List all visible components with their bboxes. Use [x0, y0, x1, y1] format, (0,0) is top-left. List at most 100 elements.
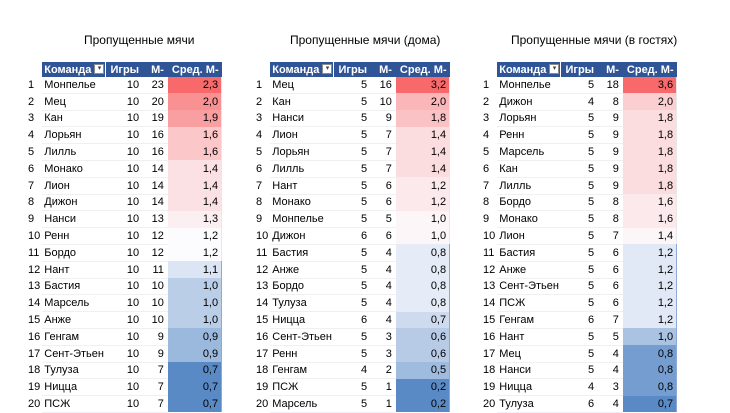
rank-cell: 7 [28, 179, 35, 192]
header-team[interactable]: Команда ▾ [42, 62, 107, 77]
games-cell: 10 [105, 160, 148, 178]
team-cell: Анже [497, 261, 561, 279]
avg-cell: 1,6 [167, 126, 223, 144]
rank-cell: 3 [483, 112, 490, 125]
header-team[interactable]: Команда ▾ [497, 62, 562, 77]
table-row: 16 Нант 5 5 1,0 [481, 328, 678, 346]
avg-cell: 1,4 [167, 160, 223, 178]
goals-against-cell: 1 [375, 395, 396, 413]
rank-cell: 1 [28, 79, 35, 92]
team-cell: ПСЖ [497, 294, 561, 313]
rank-cell: 13 [483, 280, 496, 293]
table-row: 9 Монако 5 8 1,6 [481, 210, 678, 229]
table-title: Пропущенные мячи (дома) [290, 33, 441, 47]
games-cell: 5 [333, 328, 376, 346]
avg-cell: 0,8 [395, 278, 451, 295]
header-row: Команда ▾ Игры М- Сред. М- [481, 62, 677, 77]
team-cell: Марсель [270, 395, 334, 413]
table-row: 3 Лорьян 5 9 1,8 [481, 110, 678, 128]
games-cell: 10 [105, 328, 148, 346]
games-cell: 10 [105, 177, 148, 195]
header-ga: М- [147, 62, 168, 77]
team-cell: Лорьян [497, 110, 561, 128]
avg-cell: 0,2 [395, 378, 451, 396]
avg-cell: 1,1 [167, 261, 223, 279]
team-cell: Кан [497, 160, 561, 178]
table-row: 12 Нант 10 11 1,1 [26, 261, 223, 279]
games-cell: 10 [105, 210, 148, 229]
goals-against-cell: 10 [147, 311, 168, 329]
goals-against-cell: 6 [375, 177, 396, 195]
goals-against-cell: 7 [147, 362, 168, 380]
rank-cell: 11 [28, 246, 40, 259]
goals-against-cell: 9 [602, 177, 623, 195]
header-team[interactable]: Команда ▾ [270, 62, 335, 77]
goals-against-cell: 14 [147, 160, 168, 178]
filter-dropdown-icon[interactable]: ▾ [322, 64, 333, 74]
table-row: 10 Лион 5 7 1,4 [481, 227, 678, 245]
filter-dropdown-icon[interactable]: ▾ [549, 64, 560, 74]
goals-against-cell: 14 [147, 194, 168, 212]
games-cell: 5 [333, 143, 376, 161]
games-cell: 5 [333, 194, 376, 212]
goals-against-cell: 3 [375, 345, 396, 363]
games-cell: 5 [333, 261, 376, 279]
rank-cell: 16 [483, 330, 496, 343]
goals-against-cell: 7 [147, 395, 168, 413]
games-cell: 4 [560, 93, 603, 111]
rank-cell: 5 [483, 146, 490, 159]
rank-cell: 12 [256, 263, 269, 276]
goals-against-cell: 9 [147, 328, 168, 346]
avg-cell: 1,4 [622, 227, 678, 245]
table-row: 13 Сент-Этьен 5 6 1,2 [481, 278, 678, 296]
table-row: 11 Бордо 10 12 1,2 [26, 244, 223, 262]
rank-cell: 14 [28, 297, 41, 310]
header-team-label: Команда [499, 63, 547, 76]
team-cell: Ренн [42, 227, 106, 245]
goals-against-cell: 16 [147, 126, 168, 145]
goals-against-cell: 4 [602, 345, 623, 363]
table-row: 2 Мец 10 20 2,0 [26, 93, 223, 111]
table-row: 9 Нанси 10 13 1,3 [26, 210, 223, 229]
rank-cell: 6 [256, 162, 263, 175]
goals-against-cell: 8 [602, 93, 623, 111]
avg-cell: 1,6 [167, 143, 223, 161]
avg-cell: 3,2 [395, 77, 451, 94]
games-cell: 5 [333, 210, 376, 229]
filter-dropdown-icon[interactable]: ▾ [94, 64, 105, 74]
games-cell: 5 [333, 378, 376, 397]
goals-against-cell: 6 [602, 261, 623, 279]
rank-cell: 2 [256, 95, 263, 108]
rank-cell: 17 [256, 347, 269, 360]
rank-cell: 17 [28, 347, 41, 360]
team-cell: Кан [42, 110, 106, 128]
rank-cell: 1 [256, 79, 263, 92]
goals-against-cell: 20 [147, 93, 168, 111]
avg-cell: 0,8 [395, 294, 451, 312]
team-cell: Лилль [42, 143, 106, 161]
avg-cell: 0,6 [395, 345, 451, 363]
header-row: Команда ▾ Игры М- Сред. М- [254, 62, 450, 77]
games-cell: 5 [560, 227, 603, 245]
avg-cell: 1,2 [622, 311, 678, 329]
avg-cell: 1,0 [167, 294, 223, 312]
rank-cell: 15 [256, 314, 269, 327]
team-cell: Ренн [497, 126, 561, 145]
header-ga: М- [375, 62, 396, 77]
team-cell: Монпелье [42, 77, 106, 94]
goals-against-cell: 4 [375, 278, 396, 296]
rank-cell: 7 [256, 179, 263, 192]
rank-cell: 13 [28, 280, 41, 293]
rank-cell: 7 [483, 179, 490, 192]
goals-against-cell: 9 [602, 126, 623, 145]
table-row: 16 Сент-Этьен 5 3 0,6 [254, 328, 451, 346]
team-cell: Дижон [42, 194, 106, 212]
avg-cell: 1,4 [395, 126, 451, 144]
rank-cell: 18 [28, 364, 41, 377]
goals-against-cell: 11 [147, 261, 168, 279]
team-cell: Нант [270, 177, 334, 195]
games-cell: 5 [333, 294, 376, 313]
games-cell: 10 [105, 395, 148, 413]
rank-cell: 3 [28, 112, 35, 125]
